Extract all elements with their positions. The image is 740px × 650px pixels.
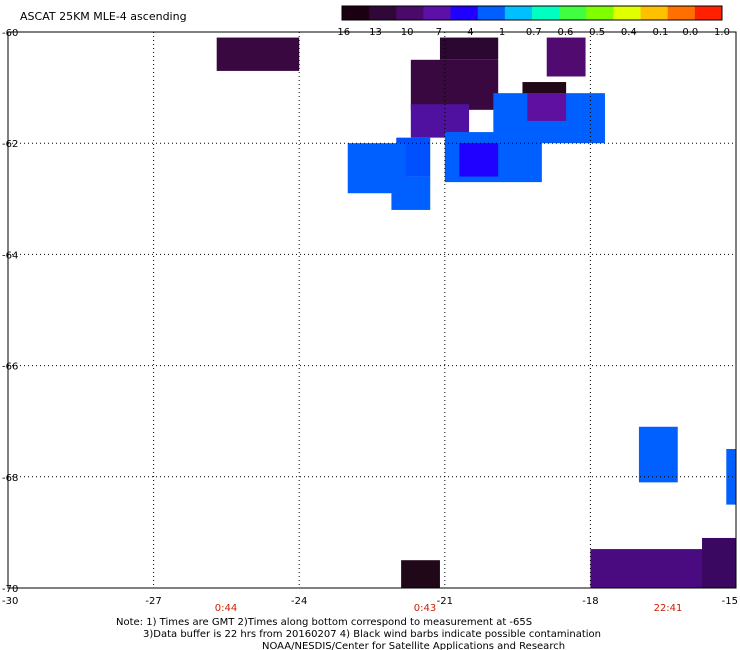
colorbar-swatch xyxy=(613,6,642,20)
lon-tick-label: -30 xyxy=(2,596,18,607)
data-cell xyxy=(702,537,736,588)
data-cell xyxy=(459,143,499,177)
colorbar-swatch xyxy=(342,6,370,20)
note-line-3: NOAA/NESDIS/Center for Satellite Applica… xyxy=(262,641,565,650)
colorbar xyxy=(341,5,723,21)
data-cell xyxy=(527,93,567,121)
colorbar-swatch xyxy=(477,6,506,20)
data-cell xyxy=(638,426,678,483)
data-cell xyxy=(401,560,440,588)
colorbar-swatch xyxy=(640,6,669,20)
time-label-3: 22:41 xyxy=(654,603,683,614)
lon-tick-label: -24 xyxy=(291,596,307,607)
colorbar-swatch xyxy=(504,6,533,20)
colorbar-swatch xyxy=(396,6,424,20)
lat-tick-label: -62 xyxy=(2,139,18,150)
data-cell xyxy=(410,59,499,110)
data-cell xyxy=(216,37,300,71)
time-label-1: 0:44 xyxy=(215,603,237,614)
data-cell xyxy=(726,449,736,505)
colorbar-swatch xyxy=(559,6,587,20)
lon-tick-label: -15 xyxy=(722,596,738,607)
lon-tick-label: -27 xyxy=(145,596,161,607)
colorbar-swatch xyxy=(667,6,696,20)
colorbar-swatch xyxy=(369,6,397,20)
lon-tick-label: -18 xyxy=(582,596,598,607)
lat-tick-label: -60 xyxy=(2,28,18,39)
lon-axis: -30 -27 -24 -21 -18 -15 xyxy=(2,596,738,607)
colorbar-swatch xyxy=(586,6,614,20)
colorbar-swatch xyxy=(423,6,452,20)
note-line-2: 3)Data buffer is 22 hrs from 20160207 4)… xyxy=(143,629,601,640)
data-cell xyxy=(439,37,499,60)
colorbar-swatch xyxy=(450,6,479,20)
lat-tick-label: -70 xyxy=(2,584,18,595)
time-label-2: 0:43 xyxy=(414,603,436,614)
grid-lines xyxy=(8,32,736,588)
plot-frame xyxy=(7,31,737,589)
data-cell xyxy=(391,176,431,210)
lon-tick-label: -21 xyxy=(437,596,453,607)
colorbar-swatch xyxy=(694,6,723,20)
data-cell xyxy=(546,37,586,77)
note-line-1: Note: 1) Times are GMT 2)Times along bot… xyxy=(116,617,532,628)
colorbar-swatch xyxy=(532,6,560,20)
lat-axis: -60 -62 -64 -66 -68 -70 xyxy=(2,28,18,595)
colorbar-frame xyxy=(341,5,723,21)
lat-tick-label: -68 xyxy=(2,473,18,484)
data-cells xyxy=(216,37,736,588)
map-title: ASCAT 25KM MLE-4 ascending xyxy=(20,10,187,23)
data-cell xyxy=(590,549,712,588)
lat-tick-label: -64 xyxy=(2,250,18,261)
lat-tick-label: -66 xyxy=(2,362,18,373)
